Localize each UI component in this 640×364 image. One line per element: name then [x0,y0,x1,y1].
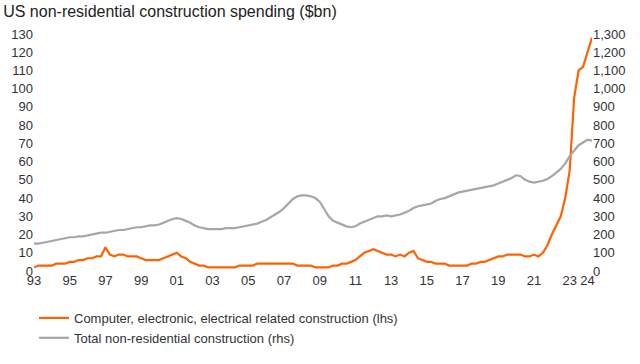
svg-text:300: 300 [593,209,615,224]
svg-text:13: 13 [384,273,398,288]
svg-text:1,100: 1,100 [593,63,626,78]
svg-text:09: 09 [312,273,326,288]
svg-text:130: 130 [11,27,33,42]
svg-text:700: 700 [593,136,615,151]
svg-text:11: 11 [349,273,363,288]
svg-text:30: 30 [19,209,33,224]
svg-text:400: 400 [593,191,615,206]
svg-text:500: 500 [593,172,615,187]
svg-text:100: 100 [593,245,615,260]
svg-text:40: 40 [19,191,33,206]
svg-text:01: 01 [170,273,184,288]
svg-text:17: 17 [455,273,469,288]
svg-text:200: 200 [593,227,615,242]
svg-text:97: 97 [98,273,112,288]
svg-text:Computer, electronic, electric: Computer, electronic, electrical related… [74,311,398,326]
svg-text:600: 600 [593,154,615,169]
svg-text:60: 60 [19,154,33,169]
svg-text:19: 19 [491,273,505,288]
svg-text:07: 07 [277,273,291,288]
svg-text:20: 20 [19,227,33,242]
svg-text:1,300: 1,300 [593,27,626,42]
svg-text:120: 120 [11,45,33,60]
svg-text:93: 93 [27,273,41,288]
svg-text:900: 900 [593,99,615,114]
svg-text:90: 90 [19,99,33,114]
svg-text:24: 24 [580,273,594,288]
svg-text:95: 95 [62,273,76,288]
svg-text:21: 21 [527,273,541,288]
svg-text:50: 50 [19,172,33,187]
svg-text:99: 99 [134,273,148,288]
svg-text:0: 0 [593,264,600,279]
svg-text:Total non-residential construc: Total non-residential construction (rhs) [74,331,294,346]
svg-text:110: 110 [12,63,33,78]
svg-text:10: 10 [19,245,33,260]
svg-text:70: 70 [19,136,33,151]
svg-text:80: 80 [19,118,33,133]
svg-text:23: 23 [562,273,576,288]
svg-text:1,200: 1,200 [593,45,626,60]
svg-text:03: 03 [205,273,219,288]
svg-text:05: 05 [241,273,255,288]
svg-text:15: 15 [420,273,434,288]
svg-text:100: 100 [11,81,33,96]
svg-text:US non-residential constructio: US non-residential construction spending… [3,3,337,20]
svg-text:1,000: 1,000 [593,81,626,96]
svg-text:0: 0 [26,264,33,279]
svg-text:800: 800 [593,118,615,133]
